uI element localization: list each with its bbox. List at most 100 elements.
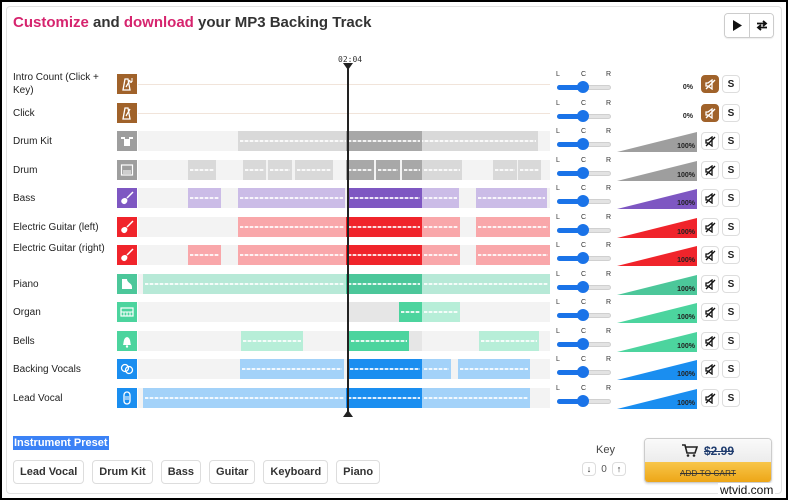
mute-button[interactable] <box>701 104 719 122</box>
pan-knob[interactable] <box>577 395 589 407</box>
track-label: Piano <box>13 279 39 290</box>
solo-button[interactable]: S <box>722 389 740 407</box>
volume-control[interactable]: 100% <box>617 332 697 352</box>
pan-slider[interactable]: L C R <box>555 328 613 354</box>
volume-control[interactable]: 100% <box>617 189 697 209</box>
track-lane[interactable] <box>138 113 550 114</box>
mute-button[interactable] <box>701 275 719 293</box>
drum-machine-icon <box>117 160 137 180</box>
volume-control[interactable]: 100% <box>617 360 697 380</box>
solo-button[interactable]: S <box>722 360 740 378</box>
waveform-segment <box>493 160 517 180</box>
track-lane[interactable] <box>138 274 550 294</box>
volume-percent: 100% <box>677 257 695 264</box>
mute-button[interactable] <box>701 75 719 93</box>
mute-button[interactable] <box>701 389 719 407</box>
pan-knob[interactable] <box>577 224 589 236</box>
play-button[interactable] <box>725 14 749 37</box>
preset-lead-vocal-button[interactable]: Lead Vocal <box>13 460 85 484</box>
playhead-top-marker[interactable] <box>343 63 353 70</box>
volume-control[interactable]: 100% <box>617 132 697 152</box>
track-lane[interactable] <box>138 302 550 322</box>
title-rest: your MP3 Backing Track <box>193 14 372 31</box>
cart-price-area: $2.99 <box>645 439 771 462</box>
preset-bass-button[interactable]: Bass <box>160 460 202 484</box>
pan-slider[interactable]: L C R <box>555 214 613 240</box>
mute-button[interactable] <box>701 218 719 236</box>
preset-keyboard-button[interactable]: Keyboard <box>263 460 329 484</box>
key-up-button[interactable]: ↑ <box>612 462 626 476</box>
pan-slider[interactable]: L C R <box>555 299 613 325</box>
pan-knob[interactable] <box>577 167 589 179</box>
speaker-muted-icon <box>704 164 715 176</box>
waveform-segment <box>346 217 422 237</box>
playhead-line[interactable] <box>347 64 349 416</box>
pan-slider[interactable]: L C R <box>555 71 613 97</box>
solo-button[interactable]: S <box>722 132 740 150</box>
add-to-cart-button[interactable]: $2.99 ADD TO CART <box>644 438 772 483</box>
pan-knob[interactable] <box>577 366 589 378</box>
pan-knob[interactable] <box>577 252 589 264</box>
solo-button[interactable]: S <box>722 303 740 321</box>
pan-slider[interactable]: L C R <box>555 242 613 268</box>
pan-knob[interactable] <box>577 138 589 150</box>
solo-button[interactable]: S <box>722 189 740 207</box>
mute-button[interactable] <box>701 332 719 350</box>
pan-slider[interactable]: L C R <box>555 385 613 411</box>
volume-control[interactable]: 100% <box>617 218 697 238</box>
waveform-segment <box>188 245 221 265</box>
loop-button[interactable] <box>749 14 773 37</box>
solo-button[interactable]: S <box>722 104 740 122</box>
preset-guitar-button[interactable]: Guitar <box>209 460 256 484</box>
waveform-segment <box>422 388 530 408</box>
track-row: Intro Count (Click + Key) L C R 0% S <box>0 70 788 98</box>
solo-button[interactable]: S <box>722 246 740 264</box>
mute-button[interactable] <box>701 303 719 321</box>
volume-control[interactable]: 100% <box>617 246 697 266</box>
track-label: Drum Kit <box>13 136 52 147</box>
volume-control[interactable]: 100% <box>617 303 697 323</box>
pan-slider[interactable]: L C R <box>555 356 613 382</box>
playhead-bottom-marker[interactable] <box>343 410 353 417</box>
waveform-segment <box>518 160 541 180</box>
preset-piano-button[interactable]: Piano <box>336 460 381 484</box>
pan-knob[interactable] <box>577 195 589 207</box>
solo-button[interactable]: S <box>722 161 740 179</box>
key-down-button[interactable]: ↓ <box>582 462 596 476</box>
volume-control[interactable]: 100% <box>617 389 697 409</box>
pan-slider[interactable]: L C R <box>555 185 613 211</box>
mute-button[interactable] <box>701 360 719 378</box>
track-lane[interactable] <box>138 188 550 208</box>
track-lane[interactable] <box>138 160 550 180</box>
solo-button[interactable]: S <box>722 75 740 93</box>
pan-knob[interactable] <box>577 309 589 321</box>
track-lane[interactable] <box>138 245 550 265</box>
mute-button[interactable] <box>701 132 719 150</box>
volume-control[interactable]: 100% <box>617 275 697 295</box>
track-lane[interactable] <box>138 388 550 408</box>
track-lane[interactable] <box>138 131 550 151</box>
pan-slider[interactable]: L C R <box>555 271 613 297</box>
track-lane[interactable] <box>138 217 550 237</box>
pan-knob[interactable] <box>577 338 589 350</box>
mute-button[interactable] <box>701 246 719 264</box>
pan-slider[interactable]: L C R <box>555 157 613 183</box>
pan-slider[interactable]: L C R <box>555 100 613 126</box>
solo-button[interactable]: S <box>722 275 740 293</box>
pan-slider[interactable]: L C R <box>555 128 613 154</box>
waveform-segment <box>346 160 374 180</box>
pan-knob[interactable] <box>577 81 589 93</box>
volume-control[interactable]: 0% <box>617 75 697 95</box>
preset-drum-kit-button[interactable]: Drum Kit <box>92 460 153 484</box>
solo-button[interactable]: S <box>722 218 740 236</box>
pan-knob[interactable] <box>577 281 589 293</box>
volume-control[interactable]: 100% <box>617 161 697 181</box>
mute-button[interactable] <box>701 161 719 179</box>
mute-button[interactable] <box>701 189 719 207</box>
track-lane[interactable] <box>138 84 550 85</box>
track-lane[interactable] <box>138 331 550 351</box>
pan-knob[interactable] <box>577 110 589 122</box>
track-lane[interactable] <box>138 359 550 379</box>
solo-button[interactable]: S <box>722 332 740 350</box>
volume-control[interactable]: 0% <box>617 104 697 124</box>
